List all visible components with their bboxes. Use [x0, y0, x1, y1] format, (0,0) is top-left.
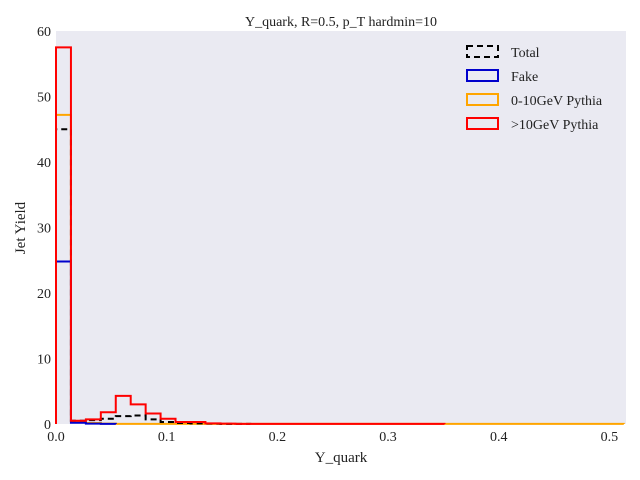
x-tick-label: 0.3: [379, 430, 397, 445]
y-tick-label: 40: [37, 156, 51, 171]
y-tick-label: 10: [37, 353, 51, 368]
x-tick-label: 0.1: [158, 430, 176, 445]
y-tick-label: 20: [37, 287, 51, 302]
axes-layer: 0.0 0.1 0.2 0.3 0.4 0.5 0 10 20 30 40 50 60: [37, 25, 618, 445]
legend: Total Fake 0-10GeV Pythia >10GeV Pythia: [466, 45, 603, 133]
legend-swatch: [466, 69, 499, 82]
plot-area: [56, 31, 626, 424]
y-tick-label: 50: [37, 91, 51, 106]
y-tick-label: 0: [44, 418, 51, 433]
legend-swatch: [466, 93, 499, 106]
x-tick-label: 0.2: [269, 430, 287, 445]
legend-label: Fake: [511, 70, 538, 85]
legend-label: Total: [511, 46, 540, 61]
y-tick-label: 30: [37, 222, 51, 237]
y-tick-label: 60: [37, 25, 51, 40]
legend-label: >10GeV Pythia: [511, 118, 599, 133]
legend-swatch: [466, 117, 499, 130]
x-tick-label: 0.4: [490, 430, 508, 445]
x-axis-label: Y_quark: [315, 450, 368, 466]
legend-label: 0-10GeV Pythia: [511, 94, 603, 109]
x-tick-label: 0.0: [47, 430, 65, 445]
legend-swatch: [466, 45, 499, 58]
x-tick-label: 0.5: [601, 430, 619, 445]
y-axis-label: Jet Yield: [13, 201, 29, 254]
series-fake-line: [55, 260, 117, 425]
series-layer: [55, 46, 625, 425]
series-10gev-pythia-line: [55, 46, 446, 425]
chart-title: Y_quark, R=0.5, p_T hardmin=10: [245, 15, 437, 30]
